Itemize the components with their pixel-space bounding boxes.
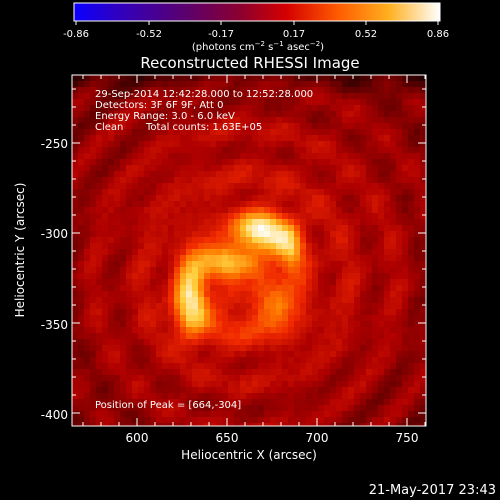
detectors-text: Detectors: 3F 6F 9F, Att 0 [95, 100, 223, 111]
time-range-text: 29-Sep-2014 12:42:28.000 to 12:52:28.000 [95, 89, 313, 100]
y-tick-label: -350 [41, 318, 68, 332]
peak-position-text: Position of Peak = [664,-304] [95, 400, 241, 411]
x-tick-label: 700 [306, 431, 329, 445]
y-axis-label: Heliocentric Y (arcsec) [13, 183, 27, 318]
x-axis-label: Heliocentric X (arcsec) [181, 448, 317, 462]
x-tick-label: 600 [126, 431, 149, 445]
energy-range-text: Energy Range: 3.0 - 6.0 keV [95, 111, 235, 122]
x-tick-label: 650 [216, 431, 239, 445]
timestamp: 21-May-2017 23:43 [369, 483, 496, 498]
y-tick-label: -400 [41, 408, 68, 422]
colorbar-tick-label: 0.17 [283, 29, 305, 40]
plot-title: Reconstructed RHESSI Image [140, 54, 359, 72]
colorbar-tick-label: -0.52 [136, 29, 162, 40]
colorbar-units: (photons cm−2 s−1 asec−2) [192, 40, 324, 53]
image-area [72, 75, 426, 426]
x-tick-label: 750 [396, 431, 419, 445]
y-tick-label: -250 [41, 137, 68, 151]
y-tick-label: -300 [41, 227, 68, 241]
axis-ticks [72, 75, 426, 426]
colorbar-ticks [75, 21, 439, 25]
colorbar-tick-label: 0.52 [355, 29, 377, 40]
total-counts-text: Total counts: 1.63E+05 [145, 122, 262, 133]
colorbar-tick-label: -0.86 [63, 29, 89, 40]
colorbar-gradient [73, 2, 441, 22]
colorbar-tick-label: -0.17 [208, 29, 234, 40]
flux-image [72, 75, 426, 426]
colorbar-tick-label: 0.86 [427, 29, 449, 40]
colorbar: -0.86 -0.52 -0.17 0.17 0.52 0.86 (photon… [63, 2, 449, 53]
clean-label: Clean [95, 122, 123, 133]
